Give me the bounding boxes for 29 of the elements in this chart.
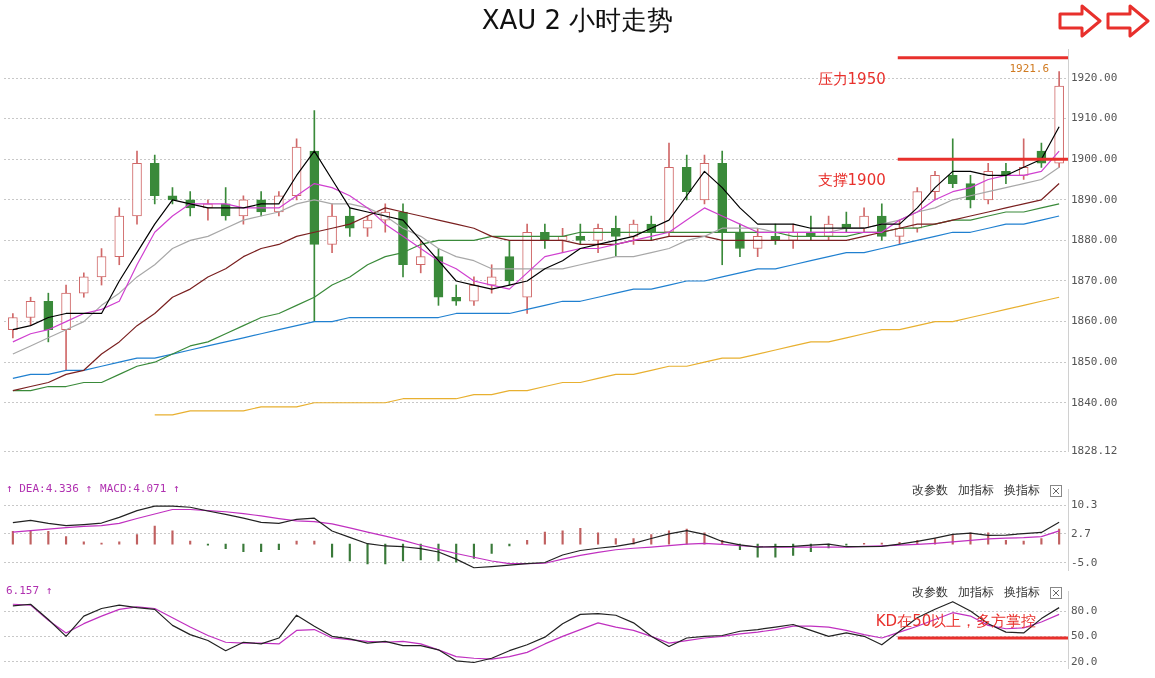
annotation: 加指标: [958, 482, 994, 499]
annotation: 换指标: [1004, 482, 1040, 499]
y-tick-label: 1840.00: [1071, 395, 1118, 409]
annotation: 换指标: [1004, 584, 1040, 601]
y-tick-label: 1850.00: [1071, 355, 1118, 369]
y-tick-label: 80.0: [1071, 603, 1098, 617]
y-tick-label: 1890.00: [1071, 192, 1118, 206]
annotation: 改参数: [912, 584, 948, 601]
annotation: ↑ DEA:4.336 ↑: [6, 482, 93, 495]
y-tick-label: 1828.12: [1071, 443, 1118, 457]
y-tick-label: 1920.00: [1071, 70, 1118, 84]
annotation: 1921.6: [1009, 62, 1050, 76]
y-tick-label: 1870.00: [1071, 273, 1118, 287]
annotation: 6.157 ↑: [6, 584, 53, 597]
chart-title: XAU 2 小时走势: [480, 4, 675, 37]
y-tick-label: 10.3: [1071, 498, 1098, 512]
y-tick-label: 20.0: [1071, 654, 1098, 668]
y-tick-label: 2.7: [1071, 526, 1091, 540]
ref-line-label: 压力1950: [817, 69, 886, 88]
annotation: 改参数: [912, 482, 948, 499]
annotation: MACD:4.071 ↑: [100, 482, 180, 495]
y-tick-label: 1860.00: [1071, 314, 1118, 328]
y-tick-label: 1880.00: [1071, 233, 1118, 247]
y-tick-label: 1900.00: [1071, 152, 1118, 166]
ref-line-label: 支撑1900: [817, 171, 886, 190]
y-tick-label: 1910.00: [1071, 111, 1118, 125]
y-tick-label: -5.0: [1071, 555, 1098, 569]
annotation: 加指标: [958, 584, 994, 601]
y-tick-label: 50.0: [1071, 629, 1098, 643]
